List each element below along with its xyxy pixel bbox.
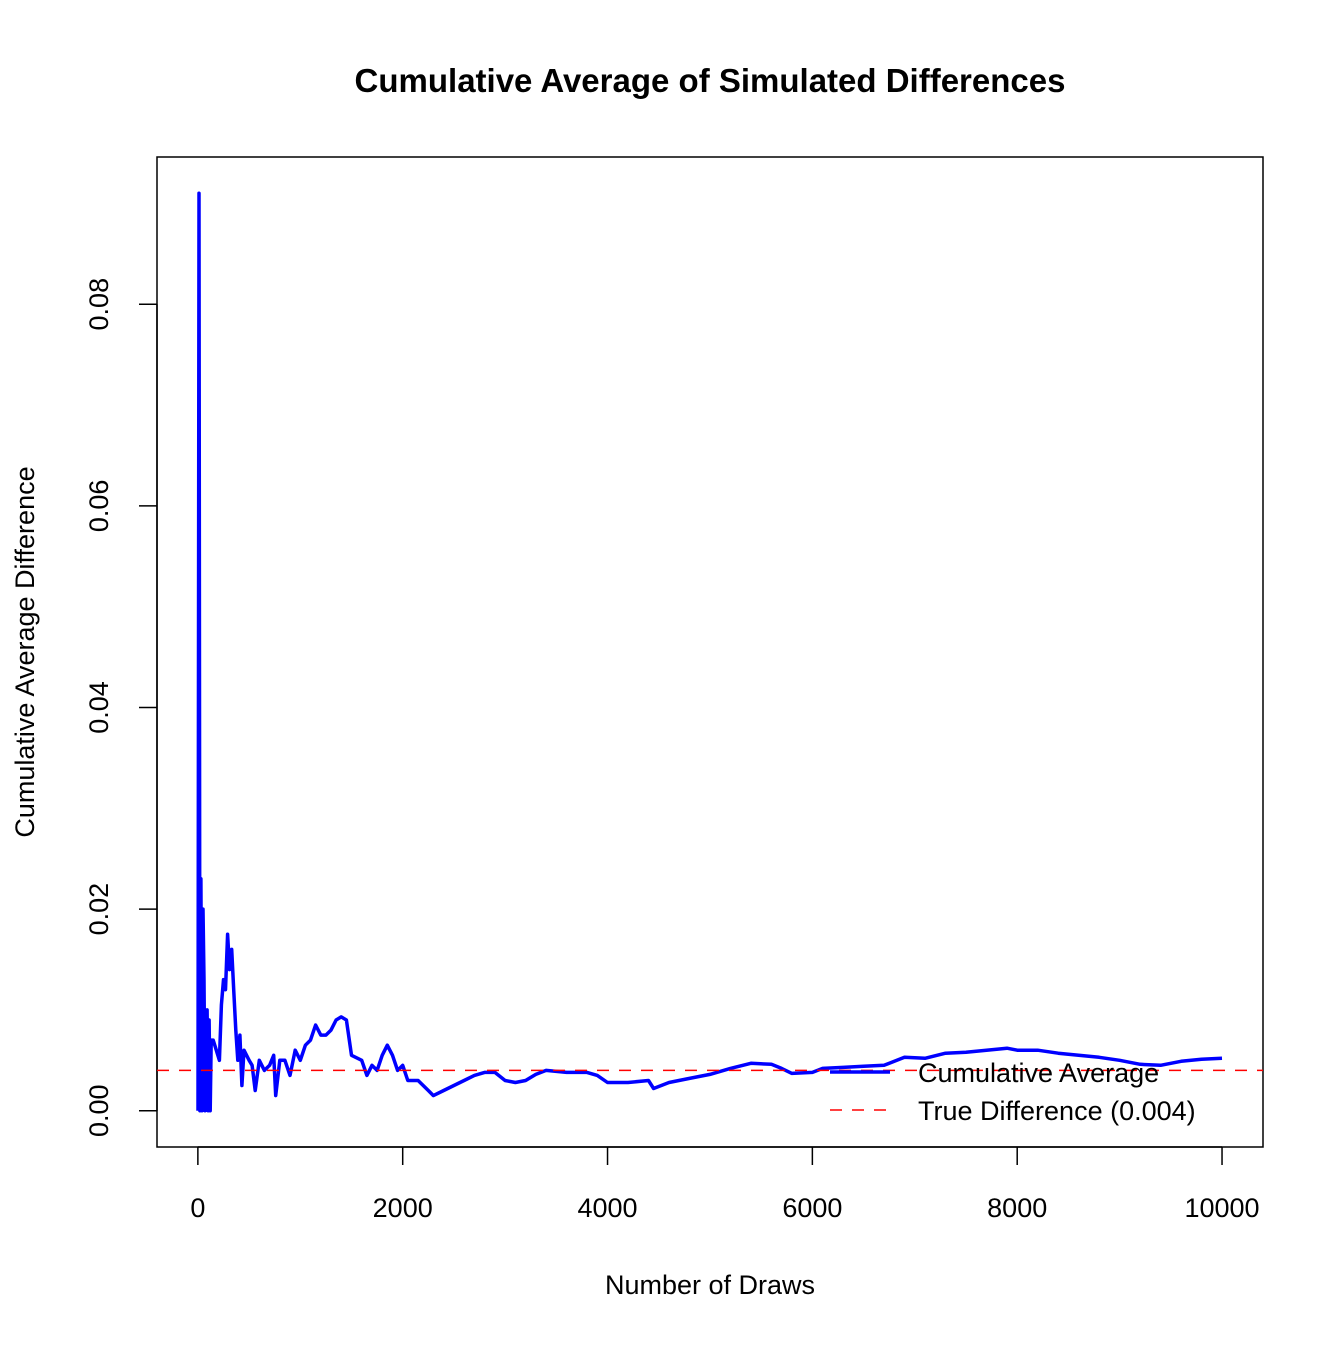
- data-line: [196, 191, 1223, 1113]
- legend-label: Cumulative Average: [918, 1058, 1159, 1088]
- y-tick-label: 0.08: [84, 278, 114, 331]
- y-tick-label: 0.02: [84, 883, 114, 936]
- x-tick-label: 2000: [373, 1193, 433, 1223]
- x-tick-label: 0: [190, 1193, 205, 1223]
- x-tick-label: 8000: [987, 1193, 1047, 1223]
- x-axis-label: Number of Draws: [605, 1270, 815, 1300]
- y-tick-label: 0.04: [84, 681, 114, 734]
- chart-title: Cumulative Average of Simulated Differen…: [355, 62, 1066, 99]
- y-axis-label: Cumulative Average Difference: [10, 466, 40, 837]
- plot-frame: [156, 156, 1264, 1148]
- x-tick-label: 4000: [577, 1193, 637, 1223]
- y-tick-label: 0.06: [84, 480, 114, 533]
- y-tick-label: 0.00: [84, 1084, 114, 1137]
- x-tick-label: 10000: [1184, 1193, 1259, 1223]
- legend-label: True Difference (0.004): [918, 1096, 1196, 1126]
- x-tick-label: 6000: [782, 1193, 842, 1223]
